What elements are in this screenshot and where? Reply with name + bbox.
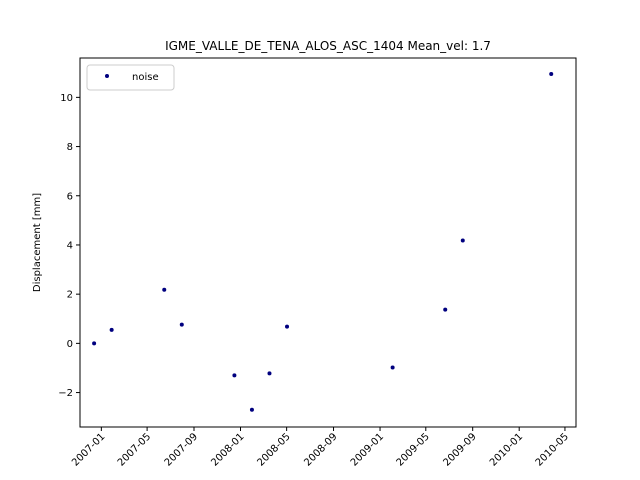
x-tick-label: 2007-05 [116,431,153,468]
data-point [109,327,114,332]
data-point [92,341,97,346]
y-tick-label: −2 [58,388,73,399]
x-tick-label: 2007-09 [163,431,200,468]
y-tick-label: 8 [67,142,73,153]
plot-area: 2007-01 2007-05 2007-09 2008-01 2008-05 2008-… [58,57,577,469]
x-tick-label: 2010-01 [488,431,525,468]
data-point [267,371,272,376]
legend-box [86,64,175,91]
data-point [249,407,254,412]
x-tick-label: 2009-09 [441,431,478,468]
x-tick-label: 2008-09 [302,431,339,468]
data-point [232,373,237,378]
y-tick-label: 4 [67,240,73,251]
data-point [390,365,395,370]
data-point [549,71,554,76]
x-tick-label: 2010-05 [534,431,571,468]
legend-label: noise [132,72,159,83]
plot-frame [79,57,577,428]
y-tick-label: 2 [67,290,73,301]
legend: noise [86,64,175,91]
x-tick-label: 2008-01 [209,431,246,468]
x-tick-label: 2009-01 [349,431,386,468]
chart-title: IGME_VALLE_DE_TENA_ALOS_ASC_1404 Mean_ve… [165,39,491,53]
legend-marker [105,74,109,78]
x-tick-label: 2009-05 [395,431,432,468]
data-point [443,307,448,312]
data-point [162,287,167,292]
y-axis-label: Displacement [mm] [32,193,43,292]
data-point [460,238,465,243]
y-tick-label: 0 [67,339,73,350]
y-tick-label: 10 [60,93,73,104]
y-tick-label: 6 [67,191,73,202]
x-axis: 2007-01 2007-05 2007-09 2008-01 2008-05 2008-… [70,427,571,469]
data-series [92,71,554,412]
data-point [179,322,184,327]
x-tick-label: 2008-05 [255,431,292,468]
data-point [285,324,290,329]
x-tick-label: 2007-01 [70,431,107,468]
y-axis: −2 0 2 4 6 8 10 [58,93,80,399]
